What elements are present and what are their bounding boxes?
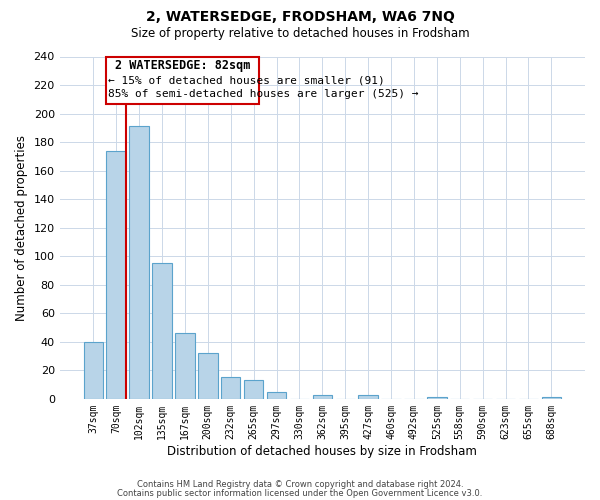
- Text: 2 WATERSEDGE: 82sqm: 2 WATERSEDGE: 82sqm: [115, 60, 250, 72]
- Bar: [267, 392, 286, 399]
- Bar: [542, 398, 561, 399]
- Y-axis label: Number of detached properties: Number of detached properties: [15, 134, 28, 320]
- X-axis label: Distribution of detached houses by size in Frodsham: Distribution of detached houses by size …: [167, 444, 477, 458]
- Bar: [106, 150, 126, 399]
- Bar: [152, 264, 172, 399]
- Bar: [130, 126, 149, 399]
- FancyBboxPatch shape: [106, 56, 259, 104]
- Bar: [83, 342, 103, 399]
- Bar: [221, 378, 241, 399]
- Bar: [244, 380, 263, 399]
- Text: 2, WATERSEDGE, FRODSHAM, WA6 7NQ: 2, WATERSEDGE, FRODSHAM, WA6 7NQ: [146, 10, 454, 24]
- Bar: [427, 398, 446, 399]
- Bar: [358, 394, 378, 399]
- Text: 85% of semi-detached houses are larger (525) →: 85% of semi-detached houses are larger (…: [108, 90, 419, 100]
- Bar: [175, 333, 194, 399]
- Text: Size of property relative to detached houses in Frodsham: Size of property relative to detached ho…: [131, 28, 469, 40]
- Text: Contains HM Land Registry data © Crown copyright and database right 2024.: Contains HM Land Registry data © Crown c…: [137, 480, 463, 489]
- Text: Contains public sector information licensed under the Open Government Licence v3: Contains public sector information licen…: [118, 488, 482, 498]
- Text: ← 15% of detached houses are smaller (91): ← 15% of detached houses are smaller (91…: [108, 75, 385, 85]
- Bar: [198, 353, 218, 399]
- Bar: [313, 394, 332, 399]
